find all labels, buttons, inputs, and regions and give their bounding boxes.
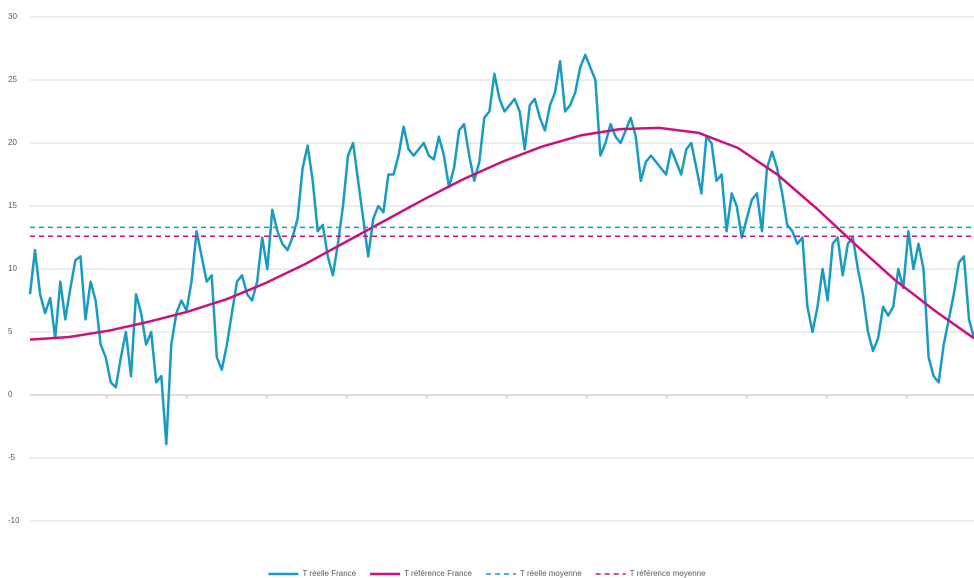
legend-label: T référence moyenne	[630, 569, 706, 578]
y-tick-label: 20	[8, 138, 17, 147]
y-tick-label: -5	[8, 453, 16, 462]
y-tick-label: -10	[8, 516, 20, 525]
y-tick-label: 15	[8, 201, 17, 210]
y-tick-label: 10	[8, 264, 17, 273]
y-tick-label: 25	[8, 75, 17, 84]
y-tick-label: 30	[8, 12, 17, 21]
series-line	[28, 53, 974, 446]
y-tick-label: 0	[8, 390, 13, 399]
y-tick-label: 5	[8, 327, 13, 336]
legend-label: T réelle moyenne	[520, 569, 582, 578]
legend-label: T réelle France	[302, 569, 356, 578]
legend-label: T référence France	[404, 569, 472, 578]
x-axis-ticks	[106, 395, 908, 399]
series-line	[29, 126, 974, 341]
